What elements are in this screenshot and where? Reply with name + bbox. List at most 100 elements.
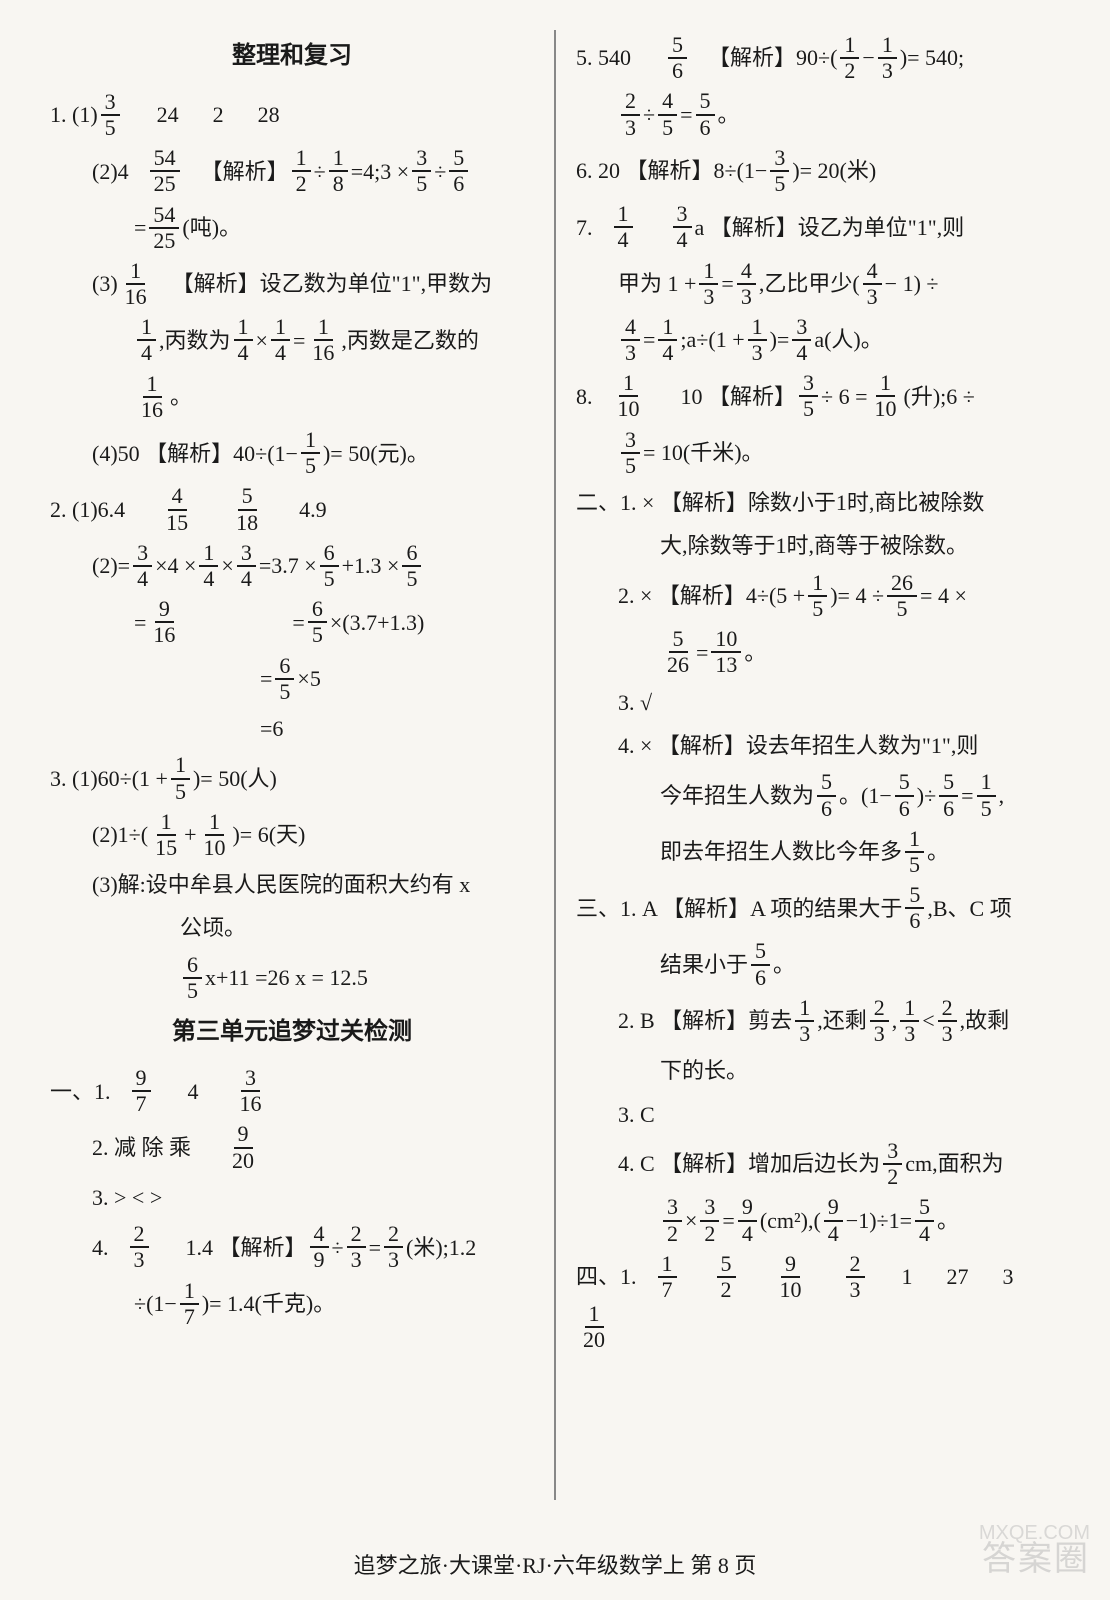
text: 。 [170,378,192,415]
frac: 17 [658,1252,677,1302]
frac: 54 [915,1195,934,1245]
text: = [680,96,692,133]
text: 结果小于 [660,946,748,983]
frac: 56 [449,146,468,196]
frac: 34 [237,541,256,591]
text: 。 [937,1202,959,1239]
text: 。 [718,96,740,133]
frac: 415 [162,484,192,534]
text: = [134,209,146,246]
q2-2b: = 916 = 65 ×(3.7+1.3) [50,597,534,647]
frac: 13 [900,996,919,1046]
s1-3: 3. > < > [50,1179,534,1216]
text: a(人)。 [814,321,882,358]
watermark-text: 答案圈 [982,1531,1090,1580]
q2-2: (2)= 34 ×4 × 14 × 34 =3.7 × 65 +1.3 × 65 [50,541,534,591]
q3-2: (2)1÷( 115 + 110 )= 6(天) [50,810,534,860]
text: 1.4 【解析】 [186,1229,307,1266]
text: (米);1.2 [406,1229,476,1266]
frac: 65 [183,953,202,1003]
text: ,还剩 [817,1002,867,1039]
column-divider [554,30,556,1500]
val: 1 [902,1258,913,1295]
text: ,B、C 项 [927,890,1011,927]
text: , [892,1002,898,1039]
q1-1: 1. (1) 35 24 2 28 [50,90,534,140]
text: ,故剩 [960,1002,1010,1039]
frac: 14 [658,315,677,365]
frac: 52 [717,1252,736,1302]
val: 24 [157,96,179,133]
q3-3c: 65 x+11 =26 x = 12.5 [50,953,534,1003]
text: (升);6 ÷ [904,378,975,415]
frac: 115 [151,810,181,860]
text: 。 [773,946,795,983]
text: )= 4 ÷ [830,577,884,614]
frac: 17 [180,1279,199,1329]
frac: 65 [308,597,327,647]
text: ×(3.7+1.3) [330,604,424,641]
text: =4;3 × [351,153,409,190]
text: = 10(千米)。 [643,434,764,471]
frac: 56 [817,770,836,820]
q1-3: (3) 116 【解析】设乙数为单位"1",甲数为 [50,259,534,309]
frac: 65 [320,541,339,591]
s2-2b: 526 = 1013 。 [576,627,1060,677]
label: 5. 540 [576,39,631,76]
text: )= 1.4(千克)。 [202,1285,335,1322]
frac: 18 [329,146,348,196]
text: ÷(1− [134,1285,177,1322]
q1-2b: = 5425 (吨)。 [50,203,534,253]
text: = [696,634,708,671]
frac: 116 [308,315,338,365]
frac: 13 [795,996,814,1046]
text: × [256,322,268,359]
s4: 四、1. 17 52 910 23 1 27 3 120 [576,1252,1060,1353]
text: 甲为 1 + [618,265,696,302]
frac: 56 [905,883,924,933]
text: 3. (1)60÷(1 + [50,760,168,797]
text: 。 [744,634,766,671]
s3-1: 三、1. A 【解析】A 项的结果大于 56 ,B、C 项 [576,883,1060,933]
r5b: 23 ÷ 45 = 56 。 [576,89,1060,139]
frac: 265 [887,571,917,621]
s1-4b: ÷(1− 17 )= 1.4(千克)。 [50,1279,534,1329]
text: −1)÷1= [846,1202,912,1239]
text: 【解析】90÷( [708,39,837,76]
q3-1: 3. (1)60÷(1 + 15 )= 50(人) [50,753,534,803]
text: )= 6(天) [232,816,305,853]
r7b: 甲为 1 + 13 = 43 ,乙比甲少( 43 − 1) ÷ [576,259,1060,309]
frac: 110 [199,810,229,860]
frac: 13 [878,33,897,83]
text: 2. B 【解析】剪去 [618,1002,792,1039]
text: 10 【解析】 [681,378,797,415]
text: ÷ [332,1229,344,1266]
text: 三、1. A 【解析】A 项的结果大于 [576,890,902,927]
label: (3) [92,265,118,302]
s2-4a: 4. × 【解析】设去年招生人数为"1",则 [576,727,1060,764]
text: x+11 =26 x = 12.5 [205,959,368,996]
frac: 116 [121,259,151,309]
text: ;a÷(1 + [680,321,744,358]
val: 3 [1003,1258,1014,1295]
text: )= 540; [900,39,964,76]
text: )= 20(米) [792,152,876,189]
frac: 35 [621,428,640,478]
frac: 518 [232,484,262,534]
s1-4: 4. 23 1.4 【解析】 49 ÷ 23 = 23 (米);1.2 [50,1222,534,1272]
frac: 110 [614,371,644,421]
frac: 34 [792,315,811,365]
frac: 15 [808,571,827,621]
frac: 14 [137,315,156,365]
frac: 910 [776,1252,806,1302]
text: =6 [260,710,283,747]
text: = [369,1229,381,1266]
s3-1b: 结果小于 56 。 [576,939,1060,989]
label: (2)= [92,547,130,584]
text: = [961,777,973,814]
text: = [293,322,305,359]
s2-1b: 大,除数等于1时,商等于被除数。 [576,527,1060,564]
left-column: 整理和复习 1. (1) 35 24 2 28 (2)4 5425 【解析】 1… [50,30,534,1500]
frac: 23 [347,1222,366,1272]
text: ÷ 6 = [821,378,867,415]
